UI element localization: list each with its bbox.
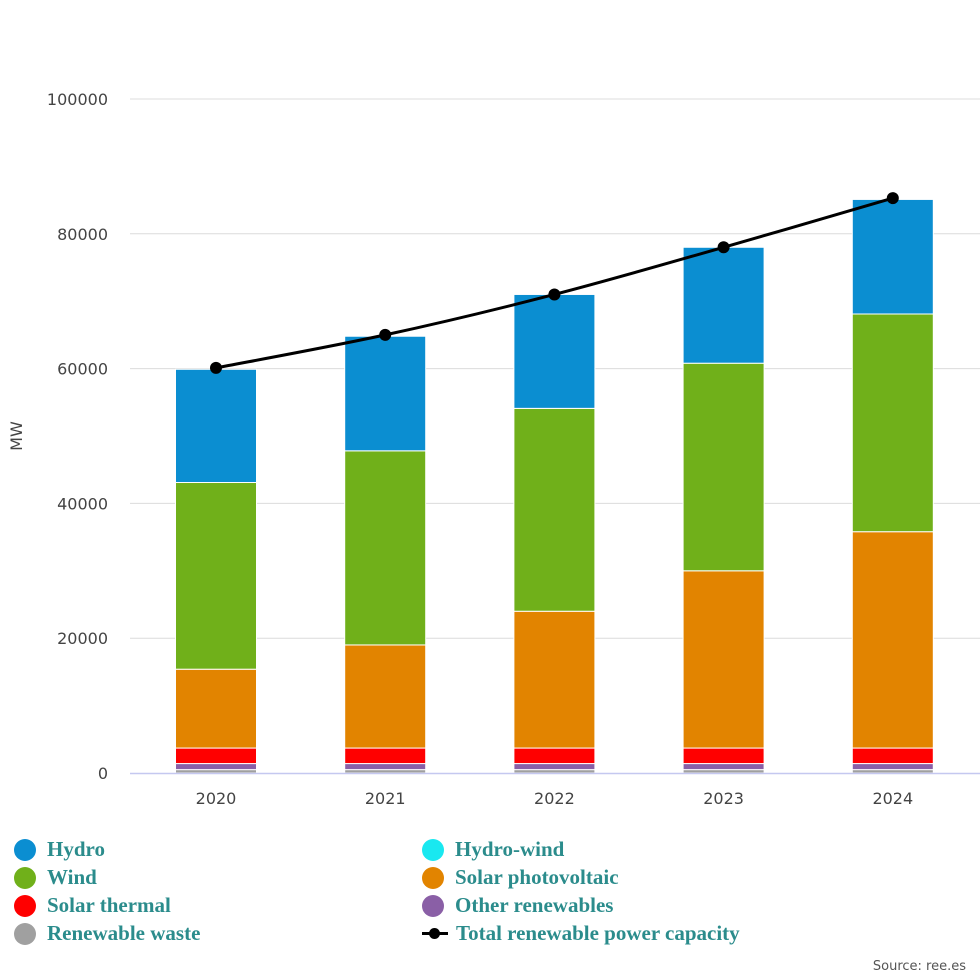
y-tick-label: 80000: [57, 225, 108, 244]
legend-label: Hydro-wind: [455, 837, 565, 861]
legend-label: Solar photovoltaic: [455, 865, 619, 889]
legend-label: Wind: [47, 865, 97, 889]
circle-marker-icon: [14, 866, 36, 889]
bar-solar-thermal-2024: [851, 747, 934, 765]
bar-other-renewables-2022: [513, 763, 596, 771]
bar-wind-2024: [851, 313, 934, 533]
total-point-2022: [548, 288, 561, 301]
bar-renewable-waste-2024: [851, 769, 934, 774]
y-tick-label: 100000: [47, 90, 108, 109]
legend-item-other-renewables[interactable]: Other renewables: [422, 892, 922, 919]
bar-wind-2022: [513, 407, 596, 612]
legend-item-solar-photovoltaic[interactable]: Solar photovoltaic: [422, 864, 922, 891]
bar-wind-2023: [682, 362, 765, 572]
y-axis-title: MW: [7, 421, 26, 451]
legend-item-total-renewable-power-capacity[interactable]: Total renewable power capacity: [422, 920, 922, 947]
x-tick-label: 2024: [872, 789, 913, 808]
bar-solar-thermal-2021: [344, 747, 427, 765]
y-tick-label: 40000: [57, 494, 108, 513]
bar-renewable-waste-2020: [175, 769, 257, 774]
bar-renewable-waste-2022: [513, 769, 596, 774]
circle-marker-icon: [422, 838, 444, 861]
y-tick-label: 20000: [57, 629, 108, 648]
bar-hydro-2023: [682, 246, 765, 364]
circle-marker-icon: [14, 838, 36, 861]
x-tick-label: 2022: [534, 789, 575, 808]
total-line: [210, 192, 899, 374]
y-axis-ticks: 0 20000 40000 60000 80000 100000: [47, 90, 108, 783]
x-tick-label: 2021: [365, 789, 406, 808]
bar-other-renewables-2024: [851, 763, 934, 771]
bar-wind-2020: [175, 482, 257, 670]
bar-solar-photovoltaic-2020: [175, 668, 257, 749]
bar-solar-photovoltaic-2021: [344, 644, 427, 749]
legend-label: Other renewables: [455, 893, 614, 917]
bar-renewable-waste-2021: [344, 769, 427, 774]
line-marker-icon: [422, 923, 448, 945]
bar-solar-thermal-2023: [682, 747, 765, 765]
circle-marker-icon: [14, 894, 36, 917]
y-tick-label: 60000: [57, 360, 108, 379]
legend-label: Solar thermal: [47, 893, 171, 917]
legend-label: Hydro: [47, 837, 105, 861]
legend-item-hydro-wind[interactable]: Hydro-wind: [422, 836, 922, 863]
bar-solar-photovoltaic-2023: [682, 570, 765, 749]
bar-solar-thermal-2022: [513, 747, 596, 765]
bar-hydro-2022: [513, 293, 596, 409]
legend-item-solar-thermal[interactable]: Solar thermal: [14, 892, 422, 919]
circle-marker-icon: [14, 922, 36, 945]
circle-marker-icon: [422, 894, 444, 917]
x-tick-label: 2020: [196, 789, 237, 808]
bar-hydro-2021: [344, 335, 427, 452]
bar-wind-2021: [344, 450, 427, 646]
bar-solar-photovoltaic-2022: [513, 610, 596, 749]
bar-solar-photovoltaic-2024: [851, 531, 934, 749]
x-tick-label: 2023: [703, 789, 744, 808]
total-point-2024: [886, 192, 899, 205]
legend-item-renewable-waste[interactable]: Renewable waste: [14, 920, 422, 947]
bars: [175, 198, 934, 774]
source-note: Source: ree.es: [872, 959, 966, 974]
legend: Hydro Hydro-wind Wind Solar photovoltaic Sol…: [14, 836, 964, 947]
legend-label: Total renewable power capacity: [456, 921, 740, 945]
bar-renewable-waste-2023: [682, 769, 765, 774]
legend-label: Renewable waste: [47, 921, 201, 945]
bar-other-renewables-2020: [175, 763, 257, 771]
legend-item-wind[interactable]: Wind: [14, 864, 422, 891]
bar-other-renewables-2023: [682, 763, 765, 771]
total-point-2023: [717, 241, 730, 254]
bar-other-renewables-2021: [344, 763, 427, 771]
legend-item-hydro[interactable]: Hydro: [14, 836, 422, 863]
bar-hydro-2024: [851, 198, 934, 315]
y-tick-label: 0: [98, 764, 108, 783]
total-point-2020: [210, 361, 222, 374]
circle-marker-icon: [422, 866, 444, 889]
x-axis-ticks: 2020 2021 2022 2023 2024: [196, 789, 914, 808]
total-point-2021: [379, 328, 392, 341]
bar-solar-thermal-2020: [175, 747, 257, 765]
bar-hydro-2020: [175, 368, 257, 484]
